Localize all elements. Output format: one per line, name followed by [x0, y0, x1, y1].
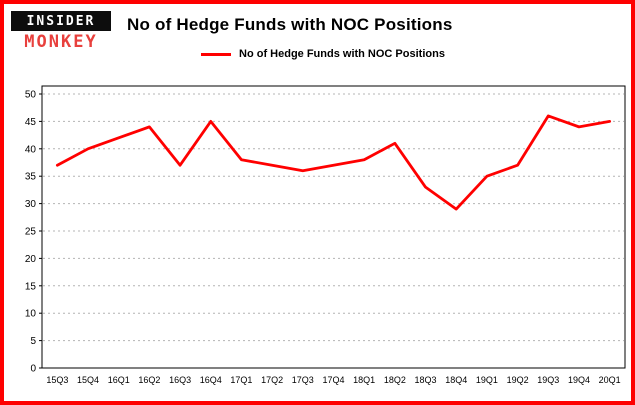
logo-monkey-text: MONKEY [24, 32, 98, 52]
svg-text:15Q3: 15Q3 [46, 375, 68, 385]
svg-text:35: 35 [25, 172, 37, 183]
logo-insider-text: INSIDER [11, 11, 111, 31]
legend-label: No of Hedge Funds with NOC Positions [239, 48, 445, 60]
svg-text:5: 5 [30, 336, 36, 347]
svg-text:40: 40 [25, 144, 37, 155]
svg-text:19Q1: 19Q1 [476, 375, 498, 385]
chart-area: 0 5 10 15 20 25 30 35 40 45 50 15Q3 15Q4 16Q1 16Q2 16Q3… [12, 82, 629, 399]
svg-text:15Q4: 15Q4 [77, 375, 99, 385]
svg-text:16Q4: 16Q4 [200, 375, 222, 385]
svg-text:18Q3: 18Q3 [415, 375, 437, 385]
svg-text:30: 30 [25, 199, 37, 210]
insider-monkey-logo: INSIDER MONKEY [11, 11, 111, 52]
svg-text:18Q2: 18Q2 [384, 375, 406, 385]
svg-text:50: 50 [25, 90, 37, 101]
header: INSIDER MONKEY No of Hedge Funds with NO… [4, 4, 631, 60]
svg-text:0: 0 [30, 364, 36, 375]
svg-text:45: 45 [25, 117, 37, 128]
line-chart: 0 5 10 15 20 25 30 35 40 45 50 15Q3 15Q4 16Q1 16Q2 16Q3… [25, 85, 626, 385]
svg-text:18Q1: 18Q1 [353, 375, 375, 385]
svg-text:20Q1: 20Q1 [599, 375, 621, 385]
svg-text:18Q4: 18Q4 [445, 375, 467, 385]
svg-text:19Q3: 19Q3 [537, 375, 559, 385]
svg-text:20: 20 [25, 254, 37, 265]
svg-text:17Q2: 17Q2 [261, 375, 283, 385]
legend: No of Hedge Funds with NOC Positions [201, 48, 452, 60]
legend-line-marker [201, 52, 231, 56]
svg-text:19Q4: 19Q4 [568, 375, 590, 385]
svg-text:16Q1: 16Q1 [108, 375, 130, 385]
svg-text:16Q2: 16Q2 [138, 375, 160, 385]
svg-text:17Q4: 17Q4 [322, 375, 344, 385]
chart-title: No of Hedge Funds with NOC Positions [127, 15, 453, 34]
svg-text:19Q2: 19Q2 [507, 375, 529, 385]
svg-text:17Q1: 17Q1 [230, 375, 252, 385]
svg-text:10: 10 [25, 309, 37, 320]
svg-text:25: 25 [25, 227, 37, 238]
svg-text:16Q3: 16Q3 [169, 375, 191, 385]
svg-text:15: 15 [25, 281, 37, 292]
title-block: No of Hedge Funds with NOC Positions No … [111, 11, 452, 60]
svg-text:17Q3: 17Q3 [292, 375, 314, 385]
